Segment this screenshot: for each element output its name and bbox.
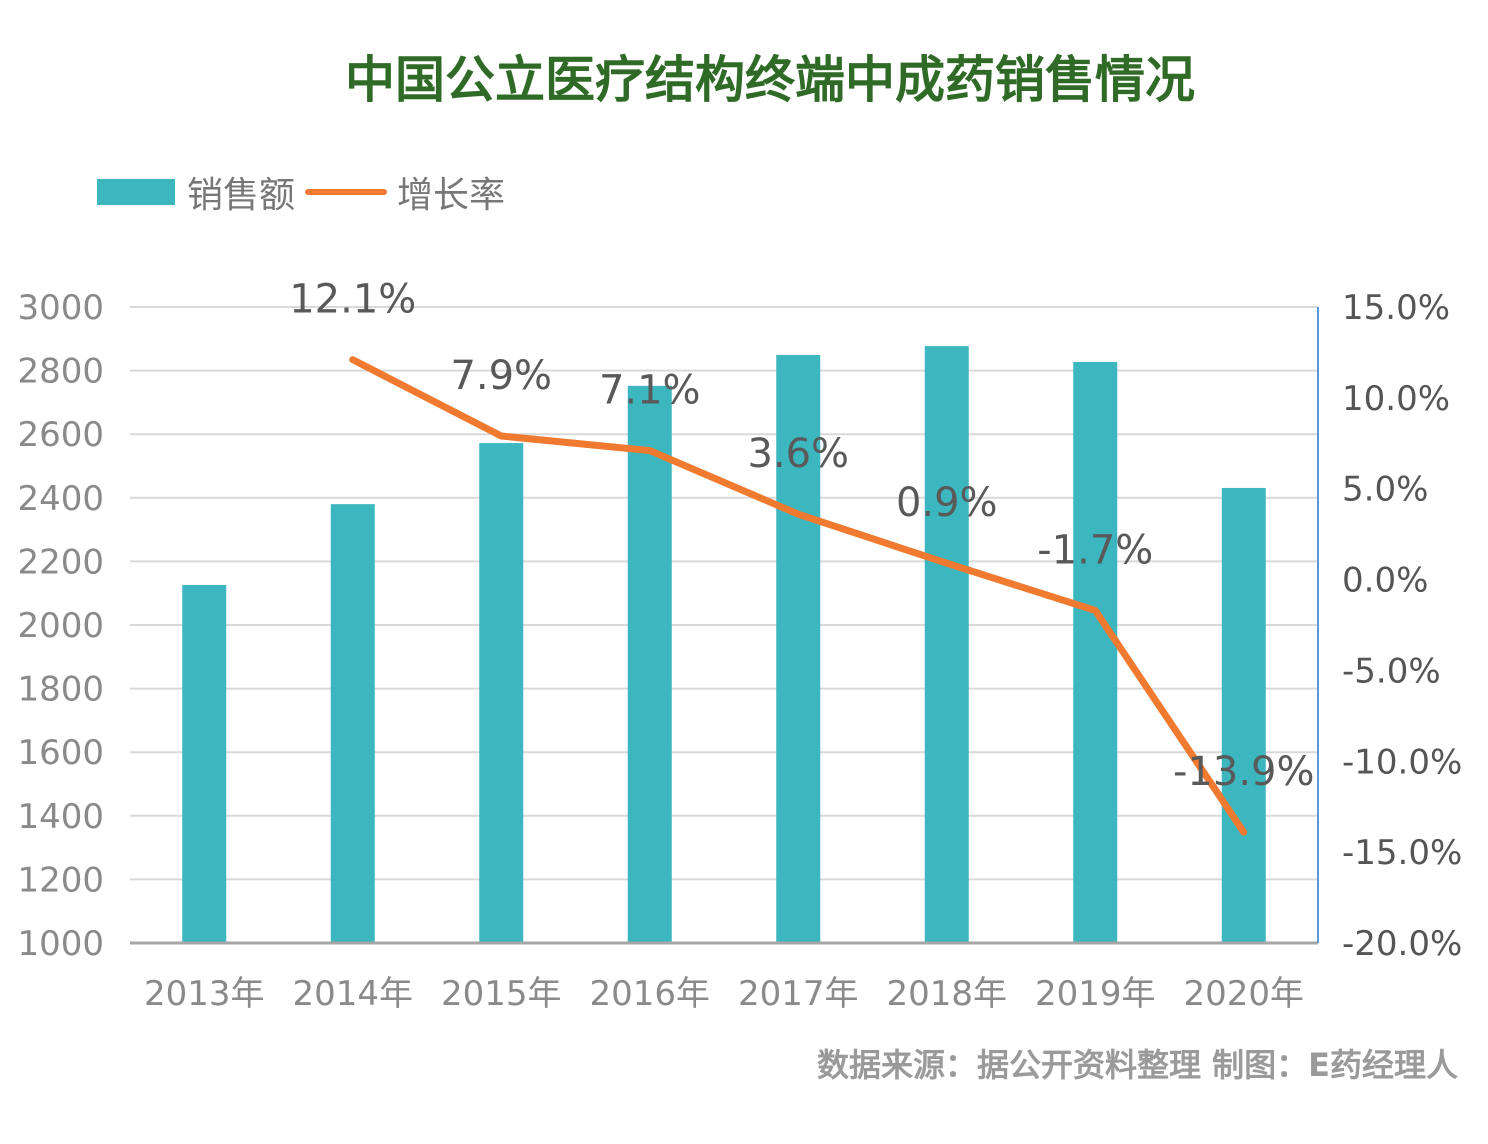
y-tick-right: 5.0% — [1342, 470, 1428, 510]
x-tick: 2019年 — [1035, 974, 1156, 1014]
x-tick: 2016年 — [589, 974, 710, 1014]
bar — [479, 443, 524, 943]
y-tick-left: 1800 — [17, 670, 104, 710]
data-label: -13.9% — [1173, 749, 1315, 795]
chart-title: 中国公立医疗结构终端中成药销售情况 — [345, 51, 1195, 109]
x-tick: 2014年 — [292, 974, 413, 1014]
legend-label-sales: 销售额 — [187, 175, 296, 216]
bar — [776, 355, 821, 943]
x-tick: 2020年 — [1183, 974, 1304, 1014]
y-tick-left: 2200 — [17, 542, 104, 582]
bar — [182, 584, 227, 943]
y-tick-right: -10.0% — [1342, 742, 1462, 782]
y-tick-left: 1200 — [17, 860, 104, 900]
legend-line-swatch — [305, 189, 388, 195]
legend: 销售额 增长率 — [97, 166, 505, 218]
bar — [627, 385, 672, 943]
y-tick-left: 2400 — [17, 479, 104, 519]
y-tick-left: 1600 — [17, 733, 104, 773]
y-tick-left: 2600 — [17, 415, 104, 455]
bar — [330, 504, 375, 943]
y-tick-right: -5.0% — [1342, 651, 1441, 691]
y-tick-left: 3000 — [17, 288, 104, 328]
data-label: 0.9% — [896, 480, 998, 526]
y-tick-right: 0.0% — [1342, 561, 1428, 601]
bar — [1221, 487, 1266, 943]
y-tick-left: 2800 — [17, 352, 104, 392]
y-tick-right: -20.0% — [1342, 924, 1462, 964]
y-tick-left: 1000 — [17, 924, 104, 964]
y-tick-left: 2000 — [17, 606, 104, 646]
y-tick-right: 10.0% — [1342, 379, 1450, 419]
bar — [1073, 362, 1118, 943]
data-label: 7.9% — [450, 353, 552, 399]
y-tick-left: 1400 — [17, 797, 104, 837]
bar — [924, 346, 969, 943]
data-label: 12.1% — [289, 277, 416, 323]
x-tick: 2017年 — [738, 974, 859, 1014]
data-label: 3.6% — [747, 431, 849, 477]
data-label: 7.1% — [599, 368, 701, 414]
x-tick: 2015年 — [441, 974, 562, 1014]
y-tick-right: -15.0% — [1342, 833, 1462, 873]
legend-bar-swatch — [97, 179, 175, 205]
x-tick: 2013年 — [144, 974, 265, 1014]
source-note: 数据来源：据公开资料整理 制图：E药经理人 — [816, 1046, 1458, 1084]
y-tick-right: 15.0% — [1342, 288, 1450, 328]
x-tick: 2018年 — [886, 974, 1007, 1014]
legend-label-growth: 增长率 — [397, 175, 506, 216]
data-label: -1.7% — [1037, 527, 1153, 573]
